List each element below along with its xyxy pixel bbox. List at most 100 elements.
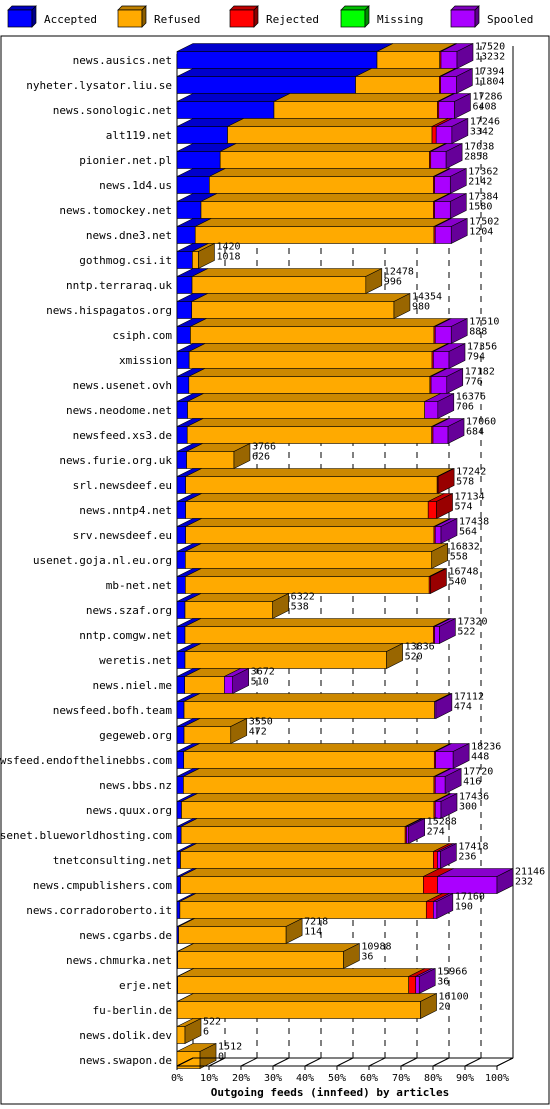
legend-swatch-top [340, 5, 370, 11]
row-label: erje.net [119, 979, 172, 992]
value-label-accepted: 274 [427, 827, 445, 838]
row-label: tnetconsulting.net [53, 854, 172, 867]
bar-top [185, 518, 451, 527]
bar-top [176, 93, 291, 102]
value-label-accepted: 888 [469, 327, 487, 338]
value-label-offered: 3766 [252, 442, 276, 453]
row-label: xmission [119, 354, 172, 367]
bar-segment [176, 151, 221, 169]
value-label-offered: 522 [203, 1017, 221, 1028]
bar-side [446, 368, 464, 394]
value-label-offered: 13836 [405, 642, 435, 653]
x-tick-mark [208, 1057, 226, 1067]
bar-side [408, 818, 425, 844]
x-tick-mark [304, 1057, 322, 1067]
bar-segment [176, 176, 210, 194]
bar-top [177, 993, 437, 1002]
x-tick-label: 10% [200, 1073, 218, 1084]
bar-segment [433, 901, 438, 919]
bar-segment [176, 751, 185, 769]
bar-side [454, 93, 471, 119]
row-label: news.quux.org [86, 804, 172, 817]
legend-label: Accepted [44, 13, 97, 26]
bar-segment [176, 651, 186, 669]
bar-segment [176, 476, 186, 494]
bar-segment [440, 51, 458, 69]
bar-segment [180, 876, 424, 894]
bar-segment [184, 651, 387, 669]
bar-segment [176, 526, 186, 544]
row-label: usenet.goja.nl.eu.org [33, 554, 172, 567]
value-label-accepted: 558 [450, 552, 468, 563]
bar-top [179, 893, 443, 902]
row-label: news.tomockey.net [59, 204, 172, 217]
bar-segment [406, 826, 409, 844]
x-tick-mark [496, 1057, 514, 1067]
value-label-accepted: 522 [457, 627, 475, 638]
bar-side [439, 618, 456, 644]
legend-swatch-side [364, 5, 370, 28]
bar-segment [176, 426, 188, 444]
value-label-accepted: 626 [252, 452, 270, 463]
bar-segment [176, 101, 275, 119]
bar-segment [176, 76, 356, 94]
legend-swatch-side [141, 5, 147, 28]
bar-segment [181, 801, 435, 819]
row-label: news.usenet.ovh [73, 379, 172, 392]
bar-segment [434, 201, 451, 219]
bar-top [178, 918, 303, 927]
bar-segment [176, 301, 193, 319]
bar-segment [176, 1026, 186, 1044]
bar-top [185, 493, 445, 502]
row-label: news.dolik.dev [79, 1029, 172, 1042]
bar-segment [186, 426, 433, 444]
value-label-accepted: 2858 [464, 152, 488, 163]
bar-segment [176, 676, 185, 694]
row-label: srl.newsdeef.eu [73, 479, 172, 492]
bar-segment [185, 551, 433, 569]
bar-top [188, 368, 446, 377]
value-label-offered: 15966 [437, 967, 467, 978]
legend-swatch [117, 9, 143, 28]
bar-side [440, 518, 458, 544]
bar-side [450, 318, 468, 344]
bar-segment [432, 426, 449, 444]
value-label-accepted: 6408 [472, 102, 496, 113]
plot-frame [0, 35, 550, 1105]
value-label-accepted: 1018 [216, 252, 240, 263]
bar-top [183, 743, 451, 752]
bar-segment [408, 976, 417, 994]
value-label-accepted: 36 [361, 952, 373, 963]
bar-segment [176, 876, 181, 894]
value-label-offered: 14354 [412, 292, 442, 303]
bar-side [440, 793, 458, 819]
row-label: newsfeed.bofh.team [53, 704, 173, 717]
bar-segment [434, 176, 451, 194]
value-label-accepted: 190 [455, 902, 473, 913]
bar-segment [440, 76, 457, 94]
row-label: newsfeed.xs3.de [73, 429, 172, 442]
bar-segment [435, 126, 453, 144]
row-label: gegeweb.org [99, 729, 172, 742]
value-label-offered: 17520 [475, 42, 505, 53]
bar-segment [355, 76, 440, 94]
bar-top [273, 93, 454, 102]
bar-side [437, 393, 455, 419]
bar-segment [430, 376, 448, 394]
row-label: news.niel.me [93, 679, 172, 692]
bar-segment [434, 626, 440, 644]
row-label: news.sonologic.net [53, 104, 172, 117]
bar-segment [434, 526, 442, 544]
bar-segment [176, 826, 182, 844]
value-label-accepted: 0 [218, 1052, 224, 1063]
bar-top [176, 68, 372, 77]
value-label-accepted: 3342 [470, 127, 494, 138]
row-label: news.cmpublishers.com [33, 879, 172, 892]
value-label-accepted: 232 [515, 877, 533, 888]
bar-segment [185, 526, 435, 544]
row-label: nntp.comgw.net [79, 629, 172, 642]
value-label-offered: 17246 [470, 117, 500, 128]
legend-swatch-top [117, 5, 147, 11]
